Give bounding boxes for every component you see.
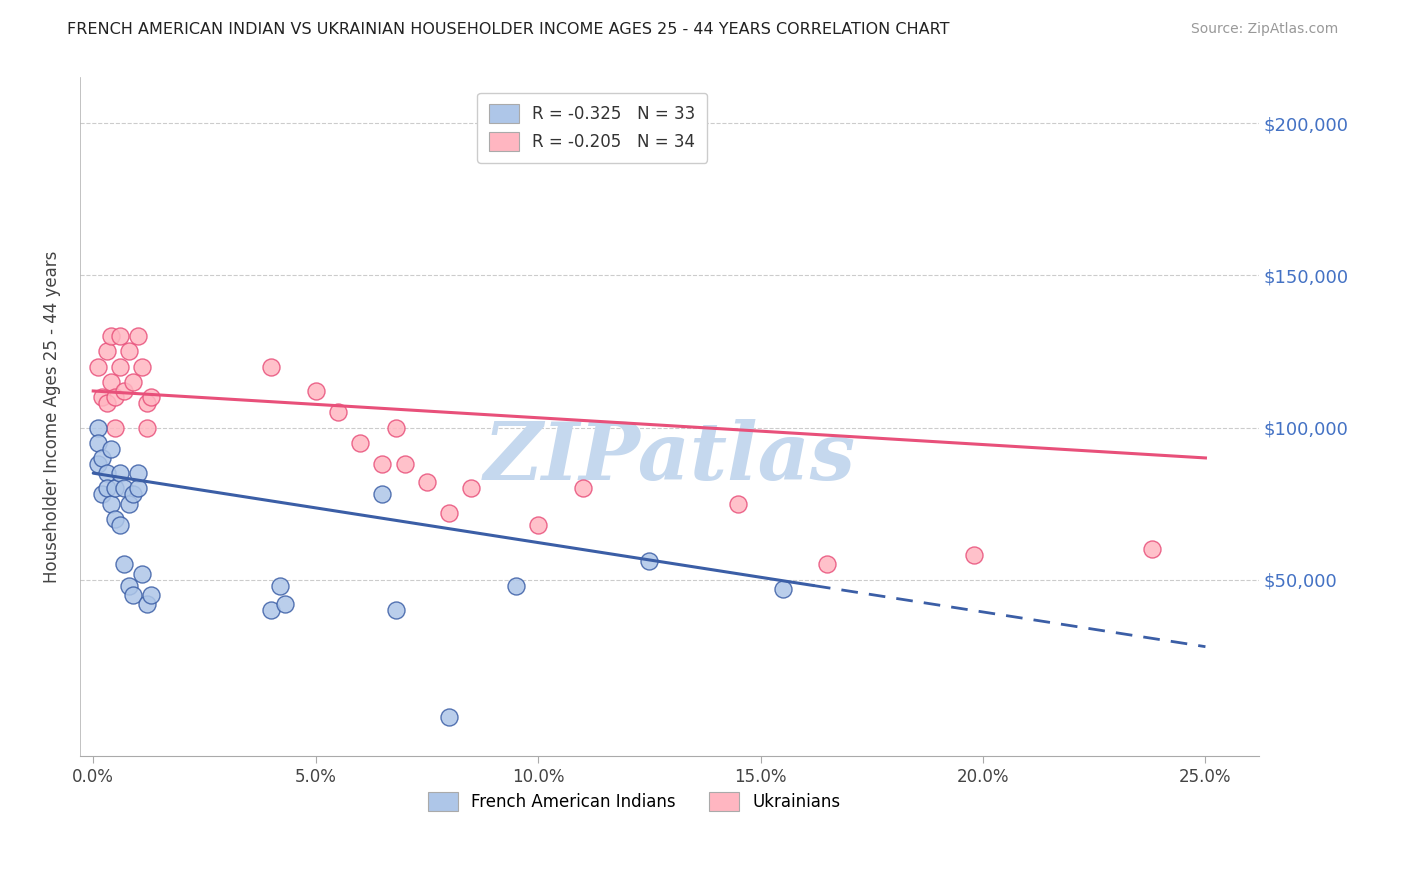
Text: ZIPatlas: ZIPatlas: [484, 419, 855, 496]
Point: [527, 517, 550, 532]
Point: [135, 420, 157, 434]
Point: [86, 359, 108, 374]
Point: [260, 359, 283, 374]
Point: [100, 329, 122, 343]
Point: [260, 603, 283, 617]
Point: [122, 588, 145, 602]
Point: [118, 497, 141, 511]
Point: [100, 442, 122, 456]
Point: [96, 344, 118, 359]
Point: [122, 487, 145, 501]
Point: [505, 579, 527, 593]
Point: [112, 482, 135, 496]
Point: [108, 517, 131, 532]
Point: [91, 390, 114, 404]
Legend: French American Indians, Ukrainians: French American Indians, Ukrainians: [416, 780, 852, 822]
Point: [139, 390, 162, 404]
Point: [772, 582, 794, 596]
Point: [139, 588, 162, 602]
Point: [100, 497, 122, 511]
Point: [349, 435, 371, 450]
Y-axis label: Householder Income Ages 25 - 44 years: Householder Income Ages 25 - 44 years: [44, 251, 60, 583]
Point: [86, 420, 108, 434]
Point: [122, 375, 145, 389]
Point: [416, 475, 439, 490]
Point: [127, 482, 149, 496]
Point: [108, 359, 131, 374]
Point: [135, 597, 157, 611]
Point: [305, 384, 328, 398]
Point: [127, 466, 149, 480]
Point: [384, 420, 406, 434]
Point: [104, 390, 127, 404]
Point: [112, 384, 135, 398]
Point: [131, 359, 153, 374]
Point: [118, 579, 141, 593]
Point: [104, 482, 127, 496]
Point: [437, 709, 460, 723]
Point: [100, 375, 122, 389]
Point: [104, 512, 127, 526]
Point: [815, 558, 838, 572]
Point: [571, 482, 593, 496]
Point: [96, 396, 118, 410]
Point: [437, 506, 460, 520]
Point: [108, 329, 131, 343]
Point: [727, 497, 749, 511]
Text: Source: ZipAtlas.com: Source: ZipAtlas.com: [1191, 22, 1339, 37]
Point: [108, 466, 131, 480]
Point: [131, 566, 153, 581]
Point: [91, 487, 114, 501]
Point: [135, 396, 157, 410]
Point: [112, 558, 135, 572]
Point: [86, 435, 108, 450]
Point: [104, 420, 127, 434]
Point: [96, 466, 118, 480]
Point: [269, 579, 291, 593]
Point: [963, 549, 986, 563]
Point: [1140, 542, 1163, 557]
Point: [394, 457, 416, 471]
Point: [86, 457, 108, 471]
Point: [384, 603, 406, 617]
Point: [638, 554, 661, 568]
Point: [371, 487, 394, 501]
Point: [460, 482, 482, 496]
Point: [127, 329, 149, 343]
Point: [273, 597, 295, 611]
Point: [326, 405, 349, 419]
Point: [118, 344, 141, 359]
Point: [96, 482, 118, 496]
Point: [91, 450, 114, 465]
Text: FRENCH AMERICAN INDIAN VS UKRAINIAN HOUSEHOLDER INCOME AGES 25 - 44 YEARS CORREL: FRENCH AMERICAN INDIAN VS UKRAINIAN HOUS…: [67, 22, 950, 37]
Point: [371, 457, 394, 471]
